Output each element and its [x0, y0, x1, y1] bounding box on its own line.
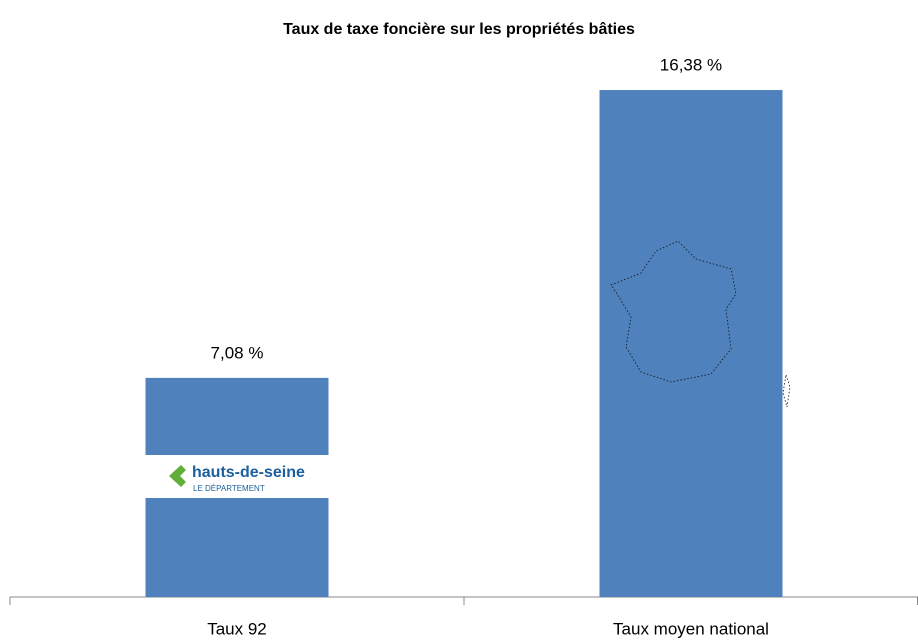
- bar: [599, 90, 783, 597]
- value-label: 16,38 %: [660, 56, 722, 75]
- logo-tagline: LE DÉPARTEMENT: [193, 484, 265, 493]
- x-tick-label: Taux moyen national: [613, 619, 769, 638]
- chart-title: Taux de taxe foncière sur les propriétés…: [283, 21, 635, 38]
- value-label: 7,08 %: [211, 343, 264, 362]
- logo-icon: [169, 465, 186, 487]
- x-tick-label: Taux 92: [207, 619, 267, 638]
- france-map: [610, 240, 791, 408]
- logo-name: hauts-de-seine: [192, 464, 305, 481]
